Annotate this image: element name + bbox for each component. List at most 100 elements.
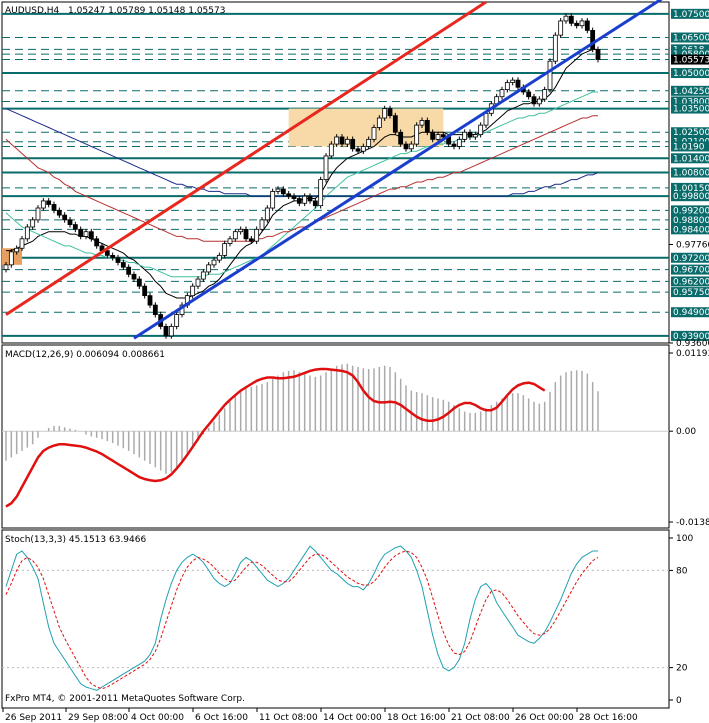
- moving-average-line: [5, 108, 599, 197]
- candle-body: [78, 228, 84, 237]
- price-level-label: 0.95750: [673, 288, 709, 298]
- candle-body: [211, 259, 217, 266]
- candle-body: [56, 209, 62, 216]
- time-tick-label: 4 Oct 00:00: [131, 713, 184, 723]
- candle-body: [451, 143, 457, 147]
- price-level-tag: [671, 264, 709, 275]
- candle-body: [291, 195, 297, 199]
- macd-tick-label: 0.00: [676, 427, 696, 437]
- stoch-tick-label: 0: [676, 696, 682, 706]
- candle-body: [62, 214, 68, 221]
- stoch-title: Stoch(13,3,3) 45.1513 63.9466: [5, 535, 146, 545]
- stoch-tick-label: 20: [676, 664, 688, 674]
- candle-body: [227, 238, 233, 244]
- price-level-tag: [671, 214, 709, 225]
- candle-body: [83, 231, 89, 237]
- candle-body: [504, 82, 510, 91]
- candle-body: [435, 134, 441, 140]
- candle-body: [67, 219, 73, 225]
- price-level-tag: [671, 8, 709, 19]
- candle-body: [440, 134, 446, 138]
- candle-body: [142, 285, 148, 297]
- trendlines[interactable]: [5, 0, 669, 340]
- candle-body: [536, 98, 542, 105]
- macd-pane[interactable]: 0.011934 0.00 -0.01386 MACD(12,26,9) 0.006…: [1, 344, 709, 529]
- candle-body: [355, 148, 361, 152]
- price-level-label: 0.99200: [673, 206, 709, 216]
- price-level-tag: [671, 103, 709, 114]
- price-level-label: 1.06500: [673, 34, 709, 44]
- price-level-tag: [671, 182, 709, 193]
- candle-body: [392, 115, 398, 133]
- candle-body: [462, 131, 468, 140]
- macd-title: MACD(12,26,9) 0.006094 0.008661: [5, 350, 165, 360]
- price-level-label: 1.05573: [673, 56, 709, 66]
- price-pane[interactable]: 1.075001.065001.06181.058001.055731.0500…: [1, 0, 709, 349]
- price-level-tag: [671, 32, 709, 43]
- candle-body: [232, 231, 238, 240]
- trendline: [133, 38, 599, 340]
- price-level-tag: [671, 141, 709, 152]
- price-level-tag: [671, 287, 709, 298]
- candle-body: [360, 146, 366, 152]
- candle-body: [206, 264, 212, 273]
- candle-body: [558, 20, 564, 36]
- chart-ohlc: 1.05247 1.05789 1.05148 1.05573: [68, 6, 225, 16]
- candle-body: [200, 271, 206, 280]
- candle-body: [40, 200, 46, 209]
- price-level-label: 0.94900: [673, 308, 709, 318]
- stoch-pane-frame: [1, 529, 670, 709]
- candle-body: [424, 120, 430, 133]
- candle-body: [515, 79, 521, 88]
- price-level-tag: [671, 252, 709, 263]
- price-level-label: 0.93900: [673, 332, 709, 342]
- candle-body: [302, 195, 308, 204]
- candle-body: [174, 314, 180, 327]
- price-level-label: 1.07500: [673, 10, 709, 20]
- candle-body: [542, 89, 548, 100]
- candle-body: [222, 243, 228, 256]
- candle-body: [483, 112, 489, 126]
- price-level-tag: [671, 307, 709, 318]
- price-level-label: 1.01400: [673, 154, 709, 164]
- candle-body: [24, 226, 30, 240]
- candle-body: [94, 238, 100, 247]
- price-level-tag: [671, 96, 709, 107]
- price-level-label: 0.96200: [673, 277, 709, 287]
- price-level-tag: [671, 330, 709, 341]
- candle-body: [152, 304, 158, 315]
- candle-body: [318, 179, 324, 207]
- moving-averages: [5, 48, 599, 299]
- price-level-label: 0.98400: [673, 225, 709, 235]
- price-level-tag: [671, 167, 709, 178]
- candle-body: [531, 96, 537, 105]
- macd-signal-line: [5, 367, 546, 508]
- candle-body: [8, 251, 14, 266]
- candle-body: [499, 89, 505, 98]
- candle-body: [382, 108, 388, 119]
- candle-body: [574, 22, 580, 27]
- stoch-tick-label: 80: [676, 566, 688, 576]
- candle-body: [254, 228, 260, 242]
- price-level-label: 1.00150: [673, 184, 709, 194]
- candle-body: [456, 138, 462, 147]
- candle-body: [414, 124, 420, 145]
- candle-body: [163, 326, 169, 337]
- time-axis: 26 Sep 2011 29 Sep 08:00 4 Oct 00:00 6 Oct …: [2, 708, 638, 723]
- candle-body: [14, 247, 20, 253]
- price-level-label: 0.96700: [673, 266, 709, 276]
- candle-body: [547, 60, 553, 91]
- candle-body: [312, 200, 318, 207]
- price-tick-label: 0.93600: [676, 339, 709, 349]
- candle-body: [584, 20, 590, 31]
- candle-body: [3, 264, 9, 270]
- candle-body: [131, 273, 137, 280]
- trendline: [5, 0, 487, 316]
- stoch-pane[interactable]: 100 80 20 0 Stoch(13,3,3) 45.1513 63.9466 F…: [1, 529, 693, 709]
- candle-body: [264, 207, 270, 221]
- candle-body: [136, 278, 142, 287]
- price-level-tag: [671, 54, 709, 65]
- candle-body: [590, 30, 596, 50]
